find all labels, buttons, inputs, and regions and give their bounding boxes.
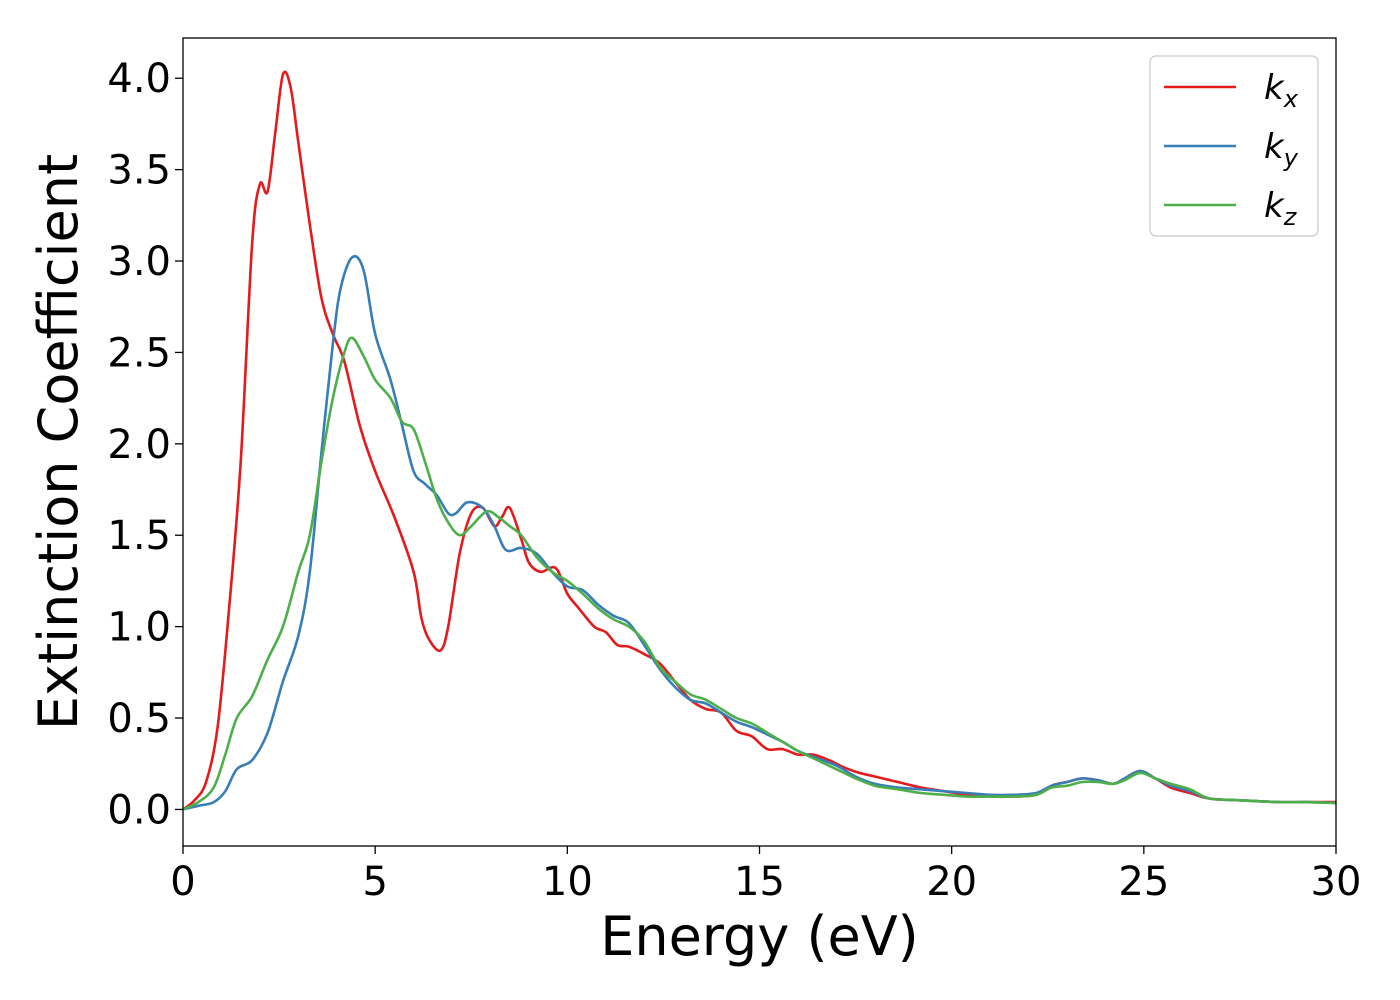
x-tick-label: 5 — [362, 859, 387, 905]
y-tick-label: 0.5 — [107, 696, 171, 742]
y-tick-label: 2.5 — [107, 330, 171, 376]
x-tick-label: 20 — [926, 859, 977, 905]
x-axis: 0 5 10 15 20 25 30 — [170, 846, 1361, 905]
y-tick-label: 3.5 — [107, 148, 171, 194]
y-tick-label: 1.0 — [107, 605, 171, 651]
x-tick-label: 15 — [734, 859, 785, 905]
y-axis-label: Extinction Coefficient — [27, 154, 90, 730]
plot-lines — [182, 70, 1337, 811]
y-tick-label: 1.5 — [107, 513, 171, 559]
x-tick-label: 30 — [1311, 859, 1362, 905]
y-tick-label: 2.0 — [107, 422, 171, 468]
y-tick-label: 0.0 — [107, 787, 171, 833]
x-tick-label: 25 — [1118, 859, 1169, 905]
x-tick-label: 0 — [170, 859, 195, 905]
x-axis-label: Energy (eV) — [600, 905, 919, 968]
series-line-ky — [182, 255, 1337, 811]
y-tick-label: 4.0 — [107, 56, 171, 102]
x-tick-label: 10 — [542, 859, 593, 905]
y-tick-label: 3.0 — [107, 239, 171, 285]
y-axis: 0.0 0.5 1.0 1.5 2.0 2.5 3.0 3.5 4.0 — [107, 56, 183, 833]
series-line-kz — [182, 336, 1337, 811]
